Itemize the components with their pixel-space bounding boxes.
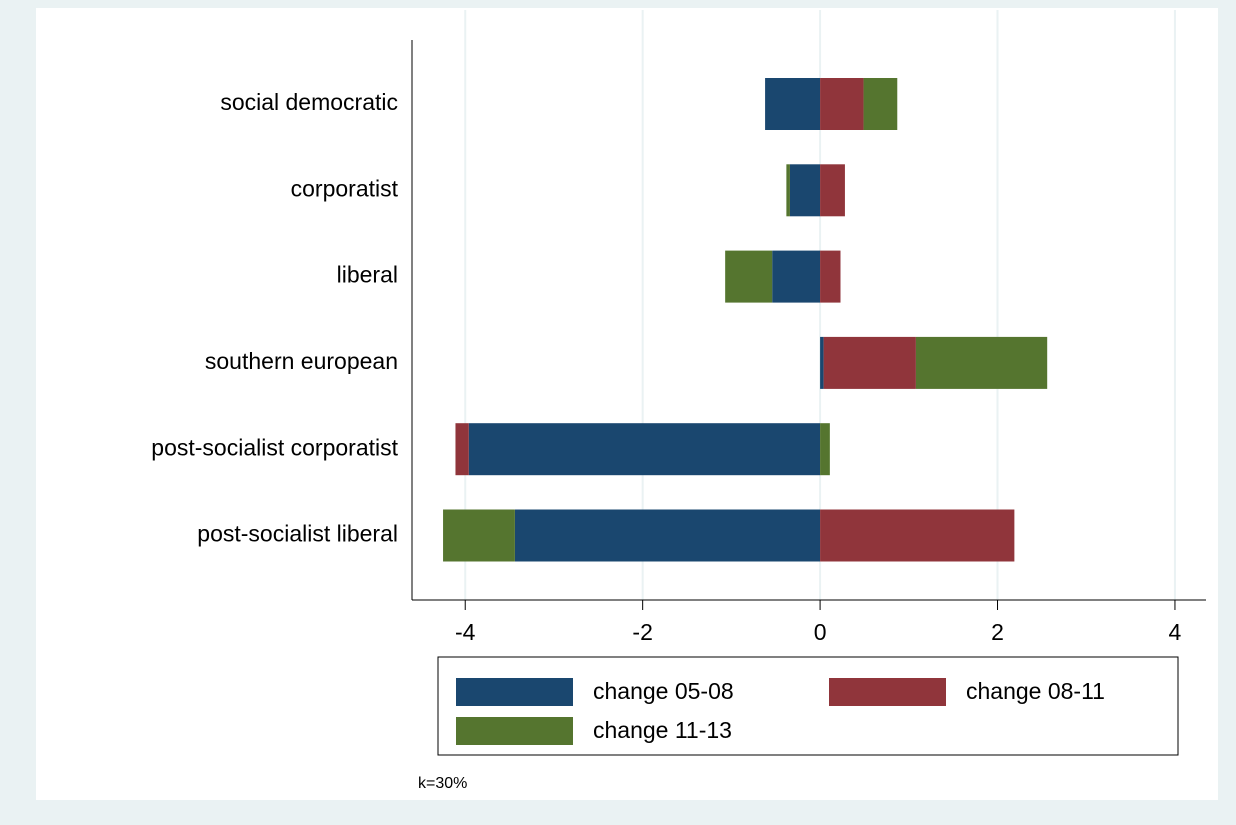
x-tick-label: -2: [632, 619, 652, 645]
y-tick-label: post-socialist liberal: [197, 521, 398, 547]
legend-label: change 11-13: [593, 717, 732, 743]
y-tick-label: liberal: [337, 262, 398, 288]
x-tick-label: -4: [455, 619, 476, 645]
note: k=30%: [418, 775, 467, 792]
bar: [455, 423, 469, 476]
bar: [765, 78, 821, 130]
bar: [820, 250, 841, 303]
bar: [915, 336, 1048, 389]
bar: [820, 423, 830, 476]
legend-label: change 05-08: [593, 678, 734, 704]
bar: [823, 336, 916, 389]
bar: [820, 164, 845, 217]
bar: [786, 164, 790, 217]
y-tick-label: post-socialist corporatist: [151, 434, 398, 460]
bar: [820, 78, 864, 130]
x-tick-label: 2: [991, 619, 1004, 645]
legend-swatch: [829, 678, 946, 706]
x-tick-label: 4: [1169, 619, 1182, 645]
x-tick-label: 0: [814, 619, 827, 645]
legend-swatch: [456, 678, 573, 706]
bar: [820, 509, 1015, 562]
bar: [514, 509, 821, 562]
legend-label: change 08-11: [966, 678, 1105, 704]
legend-swatch: [456, 717, 573, 745]
y-tick-label: corporatist: [291, 175, 399, 201]
y-tick-label: southern european: [205, 348, 398, 374]
bar: [789, 164, 821, 217]
bar: [725, 250, 773, 303]
bar: [443, 509, 515, 562]
y-tick-label: social democratic: [220, 89, 398, 115]
bar: [820, 336, 824, 389]
bar: [468, 423, 821, 476]
bar: [863, 78, 898, 130]
bar: [772, 250, 821, 303]
